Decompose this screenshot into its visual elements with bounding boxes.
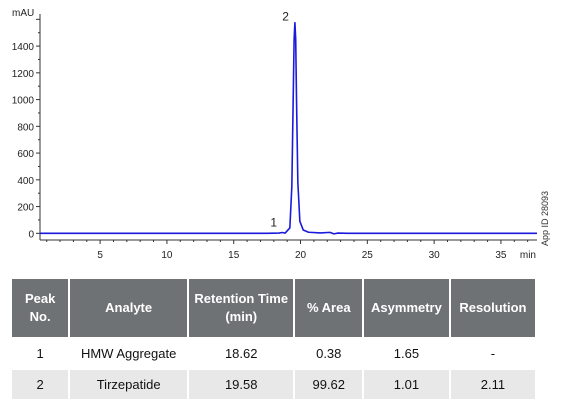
table-header-row: Peak No. Analyte Retention Time (min) % A…	[12, 279, 535, 339]
cell-resolution: -	[450, 339, 535, 370]
cell-analyte: HMW Aggregate	[70, 339, 187, 370]
cell-percent-area: 0.38	[295, 339, 363, 370]
y-tick-label: 400	[17, 176, 34, 187]
peak-label: 2	[282, 10, 289, 24]
cell-peak-no: 1	[12, 339, 69, 370]
table-row: 1 HMW Aggregate 18.62 0.38 1.65 -	[12, 339, 535, 370]
results-table: Peak No. Analyte Retention Time (min) % A…	[10, 279, 537, 401]
x-tick-label: 30	[429, 250, 441, 261]
y-tick-label: 200	[17, 203, 34, 214]
x-tick-label: 20	[295, 250, 307, 261]
header-analyte: Analyte	[70, 279, 187, 339]
header-asymmetry: Asymmetry	[364, 279, 449, 339]
header-percent-area: % Area	[295, 279, 363, 339]
chromatogram-chart: 0 200 400 600 800 1000 1200 1400 5 10 15 20 25 30 35 mA…	[12, 8, 537, 261]
y-tick-label: 1000	[12, 96, 35, 107]
cell-peak-no: 2	[12, 370, 69, 401]
app-id-label: App ID 28093	[540, 190, 550, 246]
y-tick-label: 1200	[12, 69, 35, 80]
y-tick-label: 800	[17, 122, 34, 133]
cell-retention-time: 19.58	[189, 370, 294, 401]
cell-analyte: Tirzepatide	[70, 370, 187, 401]
cell-retention-time: 18.62	[189, 339, 294, 370]
x-tick-label: 35	[495, 250, 507, 261]
x-tick-label: 25	[362, 250, 374, 261]
y-tick-label: 1400	[12, 42, 35, 53]
x-tick-label: 5	[97, 250, 103, 261]
cell-asymmetry: 1.01	[364, 370, 449, 401]
y-axis-label: mAU	[12, 8, 34, 19]
chart-annotation-layer: 12	[270, 10, 289, 230]
cell-percent-area: 99.62	[295, 370, 363, 401]
x-axis-label: min	[520, 250, 536, 261]
header-retention-time-text: Retention Time (min)	[194, 291, 289, 324]
table-row: 2 Tirzepatide 19.58 99.62 1.01 2.11	[12, 370, 535, 401]
peak-label: 1	[270, 216, 277, 230]
header-peak-no: Peak No.	[12, 279, 69, 339]
y-tick-label: 0	[28, 229, 34, 240]
x-tick-label: 10	[161, 250, 173, 261]
x-tick-label: 15	[228, 250, 240, 261]
series-line	[40, 21, 537, 235]
header-retention-time: Retention Time (min)	[189, 279, 294, 339]
header-resolution: Resolution	[450, 279, 535, 339]
y-tick-label: 600	[17, 149, 34, 160]
chart-axes: 0 200 400 600 800 1000 1200 1400 5 10 15 20 25 30 35 mA…	[12, 8, 537, 261]
chart-series-layer	[40, 21, 537, 235]
cell-resolution: 2.11	[450, 370, 535, 401]
cell-asymmetry: 1.65	[364, 339, 449, 370]
